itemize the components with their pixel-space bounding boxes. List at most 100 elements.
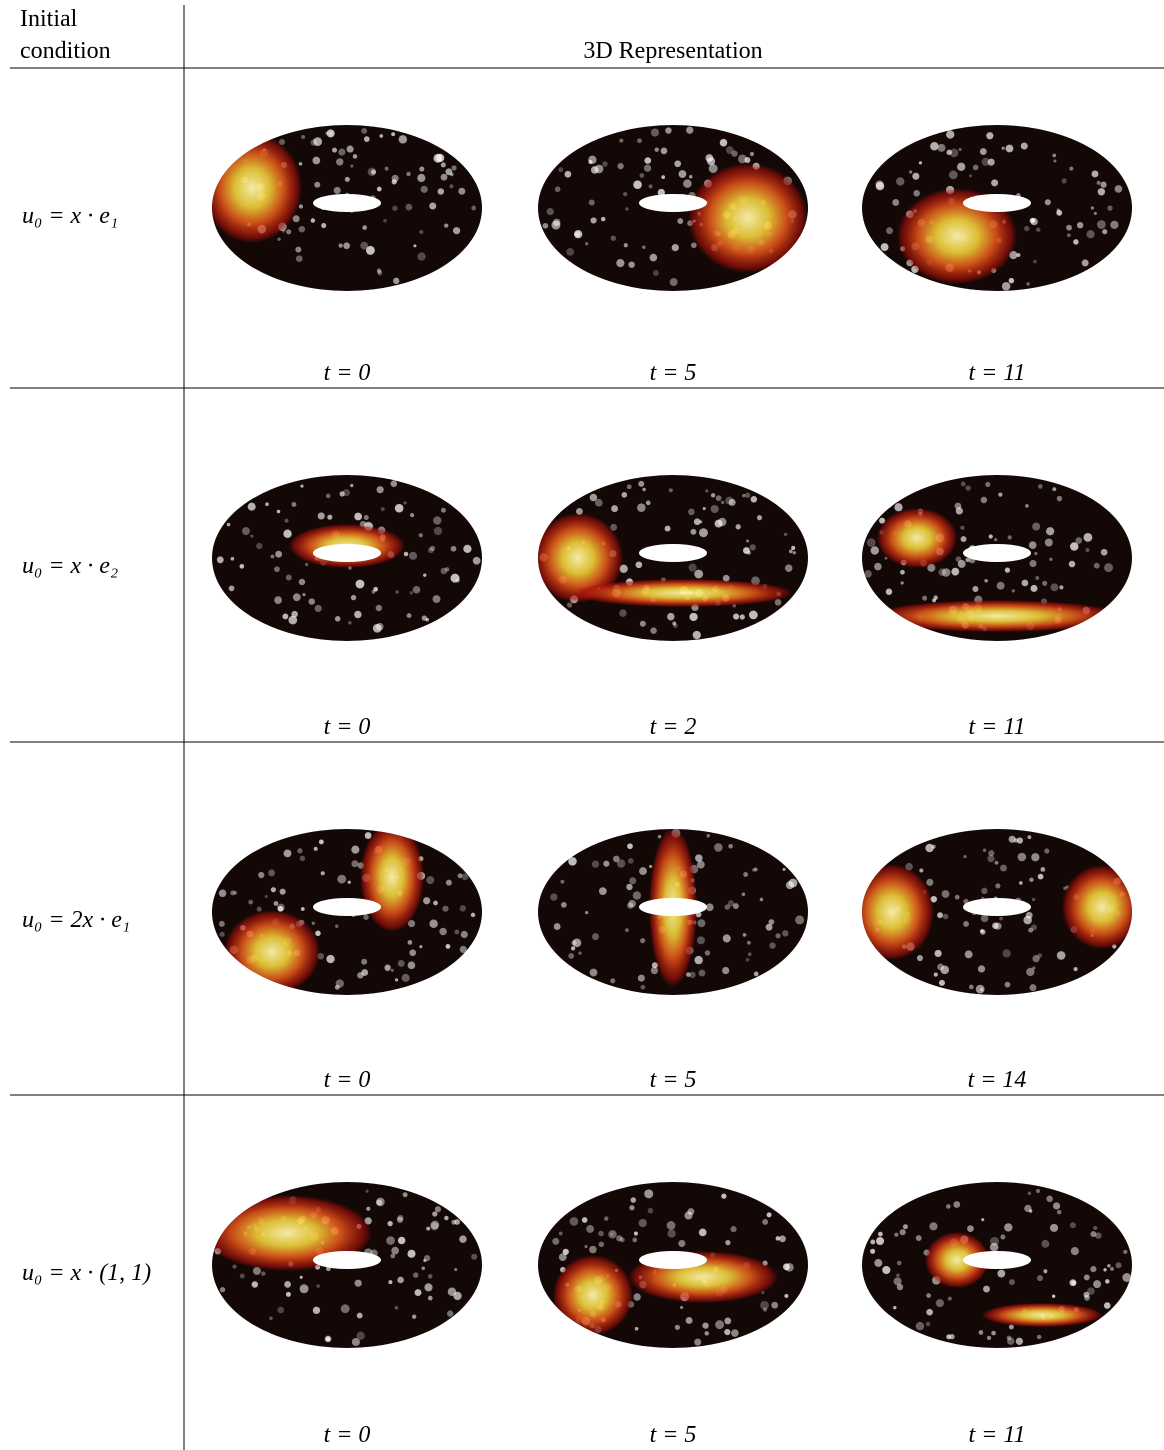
speckle xyxy=(591,860,600,868)
speckle xyxy=(1090,206,1095,210)
speckle xyxy=(291,502,297,507)
speckle xyxy=(763,1307,768,1312)
speckle xyxy=(256,542,263,550)
speckle xyxy=(982,848,987,853)
speckle xyxy=(1006,1335,1012,1341)
torus-surface xyxy=(870,1189,1132,1345)
speckle xyxy=(1040,867,1046,872)
speckle xyxy=(749,151,755,157)
speckle xyxy=(1037,484,1043,489)
speckle xyxy=(998,492,1003,497)
speckle xyxy=(1093,211,1097,215)
speckle xyxy=(875,181,885,191)
speckle xyxy=(999,916,1003,921)
speckle xyxy=(1097,188,1106,196)
speckle xyxy=(666,1221,676,1230)
speckle xyxy=(396,1216,404,1223)
speckle xyxy=(314,181,321,188)
speckle xyxy=(782,930,789,937)
speckle xyxy=(427,547,434,554)
speckle xyxy=(629,1205,635,1211)
speckle xyxy=(765,923,773,931)
speckle xyxy=(720,500,725,505)
speckle xyxy=(981,887,988,895)
speckle xyxy=(370,169,377,175)
speckle xyxy=(689,612,698,622)
speckle xyxy=(983,1285,990,1293)
speckle xyxy=(558,1253,567,1261)
speckle xyxy=(1017,852,1027,862)
torus-render xyxy=(862,475,1132,641)
speckle xyxy=(288,615,298,625)
speckle xyxy=(1053,159,1057,163)
torus-render xyxy=(862,125,1132,291)
speckle xyxy=(430,1220,440,1230)
speckle xyxy=(252,1266,261,1275)
speckle xyxy=(600,216,606,222)
speckle xyxy=(433,516,442,525)
speckle xyxy=(1028,1209,1033,1213)
speckle xyxy=(727,900,735,907)
speckle xyxy=(698,1228,707,1237)
speckle xyxy=(702,1322,709,1329)
torus-surface xyxy=(212,1189,478,1347)
speckle xyxy=(1001,281,1011,291)
speckle xyxy=(285,1291,291,1297)
speckle xyxy=(725,146,734,155)
speckle xyxy=(1083,1274,1090,1281)
speckle xyxy=(1107,1264,1111,1268)
speckle xyxy=(337,874,347,884)
speckle xyxy=(735,524,741,530)
speckle xyxy=(379,134,384,138)
speckle xyxy=(680,1305,684,1309)
speckle xyxy=(915,1235,922,1242)
speckle xyxy=(356,1312,363,1319)
speckle xyxy=(1044,848,1050,854)
speckle xyxy=(316,1284,320,1288)
speckle xyxy=(617,163,624,170)
speckle xyxy=(986,1335,992,1340)
speckle xyxy=(692,630,701,640)
speckle xyxy=(419,166,425,172)
speckle xyxy=(394,1305,399,1310)
speckle xyxy=(912,172,920,180)
speckle xyxy=(648,184,653,189)
torus-hole xyxy=(639,194,707,212)
speckle xyxy=(630,1197,637,1203)
speckle xyxy=(1069,1222,1076,1229)
speckle xyxy=(401,973,410,982)
speckle xyxy=(444,567,450,572)
speckle xyxy=(310,139,318,146)
speckle xyxy=(298,225,306,233)
speckle xyxy=(698,528,708,538)
speckle xyxy=(629,877,637,885)
speckle xyxy=(1056,209,1063,216)
speckle xyxy=(1001,146,1005,150)
speckle xyxy=(706,833,710,838)
speckle xyxy=(633,1293,641,1301)
speckle xyxy=(1071,1280,1077,1286)
speckle xyxy=(251,1281,259,1288)
speckle xyxy=(874,1258,883,1267)
speckle xyxy=(960,481,966,487)
speckle xyxy=(598,1241,605,1248)
speckle xyxy=(783,532,788,537)
speckle xyxy=(705,154,714,162)
speckle xyxy=(1004,1223,1013,1232)
heat-region xyxy=(862,864,934,960)
speckle xyxy=(247,502,256,511)
torus-hole xyxy=(639,1251,707,1269)
speckle xyxy=(398,135,408,144)
speckle xyxy=(598,887,607,895)
speckle xyxy=(981,1218,985,1222)
speckle xyxy=(338,243,343,248)
speckle xyxy=(392,205,398,211)
speckle xyxy=(989,1242,999,1252)
speckle xyxy=(1049,1223,1059,1232)
speckle xyxy=(627,858,634,864)
speckle xyxy=(372,623,382,633)
speckle xyxy=(991,179,999,187)
speckle xyxy=(554,186,561,193)
speckle xyxy=(940,965,950,975)
speckle xyxy=(650,966,659,975)
